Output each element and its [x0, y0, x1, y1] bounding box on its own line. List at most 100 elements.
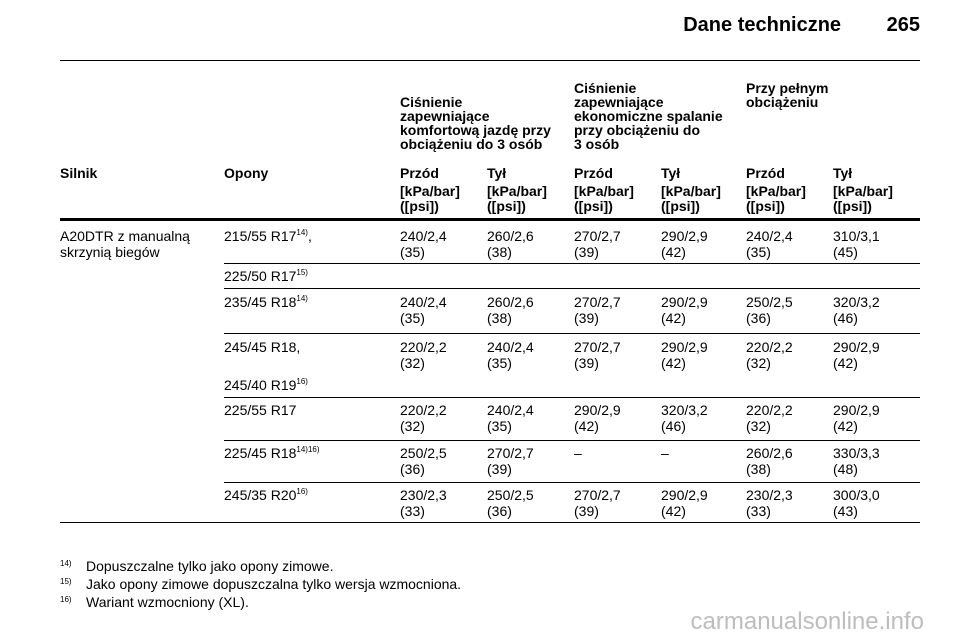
tyre-size: 215/55 R1714),: [224, 228, 312, 244]
pressure-psi: (42): [661, 355, 686, 371]
tyre-size-text: 245/45 R18,: [224, 339, 301, 355]
pressure-value: 250/2,5 (36): [487, 487, 534, 519]
col-tyres: Opony: [224, 165, 269, 181]
footnote-ref: 15): [296, 268, 308, 277]
footnote-number: 16): [60, 595, 72, 604]
pressure-value: 220/2,2 (32): [746, 402, 793, 434]
unit-line: [kPa/bar]: [833, 183, 893, 199]
pressure-psi: (39): [574, 503, 599, 519]
col-rear-comfort: Tył: [487, 165, 507, 181]
pressure-value: 240/2,4 (35): [746, 228, 793, 260]
pressure-value: 250/2,5 (36): [746, 294, 793, 326]
footnote-text: Dopuszczalne tylko jako opony zimowe.: [86, 558, 334, 574]
footnote-ref: 14): [296, 228, 308, 237]
tyre-size: 245/35 R2016): [224, 487, 308, 503]
pressure-value: 290/2,9 (42): [661, 228, 708, 260]
pressure-psi: (42): [661, 310, 686, 326]
footnote-number: 14): [60, 559, 72, 568]
tyre-size-text: 245/40 R19: [224, 377, 297, 393]
pressure-value: 220/2,2 (32): [746, 339, 793, 371]
group-full: Przy pełnym obciążeniu: [746, 81, 916, 109]
tyre-size-text: 245/35 R20: [224, 487, 297, 503]
unit-header: [kPa/bar] ([psi]): [574, 184, 634, 214]
pressure-kpa-bar: 230/2,3: [746, 487, 793, 503]
pressure-kpa-bar: 240/2,4: [746, 228, 793, 244]
row-rule: [224, 333, 920, 334]
engine-cell: A20DTR z manualną skrzynią biegów: [60, 228, 190, 260]
pressure-value: –: [574, 445, 582, 461]
pressure-kpa-bar: 270/2,7: [574, 339, 621, 355]
pressure-psi: (39): [574, 355, 599, 371]
pressure-value: 240/2,4 (35): [487, 339, 534, 371]
pressure-psi: (39): [487, 461, 512, 477]
pressure-psi: (36): [746, 310, 771, 326]
footnote: 16) Wariant wzmocniony (XL).: [60, 592, 249, 610]
unit-header: [kPa/bar] ([psi]): [487, 184, 547, 214]
unit-line: [kPa/bar]: [661, 183, 721, 199]
page-header: Dane techniczne 265: [683, 14, 920, 37]
unit-header: [kPa/bar] ([psi]): [833, 184, 893, 214]
footnote-ref: 16): [296, 487, 308, 496]
pressure-value: 290/2,9 (42): [661, 487, 708, 519]
pressure-value: 290/2,9 (42): [661, 339, 708, 371]
pressure-kpa-bar: 290/2,9: [574, 402, 621, 418]
tyre-size: 225/55 R17: [224, 402, 296, 418]
unit-line: ([psi]): [487, 198, 526, 214]
row-rule: [224, 440, 920, 441]
group-eco-line: przy obciążeniu do: [574, 122, 701, 138]
pressure-psi: (32): [746, 355, 771, 371]
tyre-size: 225/45 R1814)16): [224, 445, 320, 461]
group-full-line: Przy pełnym: [746, 80, 829, 96]
unit-line: [kPa/bar]: [487, 183, 547, 199]
pressure-psi: (35): [400, 310, 425, 326]
unit-line: ([psi]): [833, 198, 872, 214]
unit-header: [kPa/bar] ([psi]): [661, 184, 721, 214]
pressure-kpa-bar: 290/2,9: [833, 339, 880, 355]
group-comfort-line: zapewniające: [400, 108, 490, 124]
pressure-psi: (48): [833, 461, 858, 477]
pressure-psi: (42): [574, 418, 599, 434]
tyre-size: 245/40 R1916): [224, 377, 308, 393]
pressure-value: 270/2,7 (39): [574, 228, 621, 260]
watermark: carmanualsonline.info: [690, 608, 924, 635]
pressure-value: 290/2,9 (42): [833, 402, 880, 434]
pressure-psi: (38): [746, 461, 771, 477]
tyre-size-text: 235/45 R18: [224, 294, 297, 310]
engine-line: A20DTR z manualną: [60, 228, 190, 244]
pressure-value: 250/2,5 (36): [400, 445, 447, 477]
footnote-text: Jako opony zimowe dopuszczalna tylko wer…: [86, 576, 462, 592]
pressure-kpa-bar: 320/3,2: [833, 294, 880, 310]
pressure-psi: (42): [833, 418, 858, 434]
pressure-kpa-bar: 320/3,2: [661, 402, 708, 418]
group-comfort-line: Ciśnienie: [400, 94, 463, 110]
page-title: Dane techniczne: [683, 14, 842, 36]
tyre-size: 245/45 R18,: [224, 339, 300, 355]
pressure-value: 240/2,4 (35): [400, 294, 447, 326]
pressure-psi: (39): [574, 310, 599, 326]
pressure-psi: (38): [487, 310, 512, 326]
pressure-kpa-bar: 220/2,2: [400, 402, 447, 418]
pressure-psi: (42): [661, 244, 686, 260]
pressure-kpa-bar: 240/2,4: [487, 402, 534, 418]
pressure-value: 290/2,9 (42): [574, 402, 621, 434]
unit-header: [kPa/bar] ([psi]): [400, 184, 460, 214]
pressure-kpa-bar: 260/2,6: [746, 445, 793, 461]
pressure-value: 290/2,9 (42): [833, 339, 880, 371]
unit-line: [kPa/bar]: [746, 183, 806, 199]
pressure-value: 290/2,9 (42): [661, 294, 708, 326]
pressure-kpa-bar: –: [661, 445, 669, 461]
pressure-kpa-bar: –: [574, 445, 582, 461]
pressure-psi: (39): [574, 244, 599, 260]
group-eco-line: 3 osób: [574, 136, 620, 152]
pressure-value: 230/2,3 (33): [400, 487, 447, 519]
pressure-value: 320/3,2 (46): [661, 402, 708, 434]
pressure-value: 260/2,6 (38): [487, 228, 534, 260]
pressure-psi: (36): [400, 461, 425, 477]
footnote-ref: 14): [296, 294, 308, 303]
header-rule: [60, 60, 920, 61]
group-full-line: obciążeniu: [746, 94, 819, 110]
pressure-value: 220/2,2 (32): [400, 339, 447, 371]
tyre-size-suffix: ,: [307, 228, 312, 244]
unit-line: ([psi]): [746, 198, 785, 214]
pressure-psi: (36): [487, 503, 512, 519]
